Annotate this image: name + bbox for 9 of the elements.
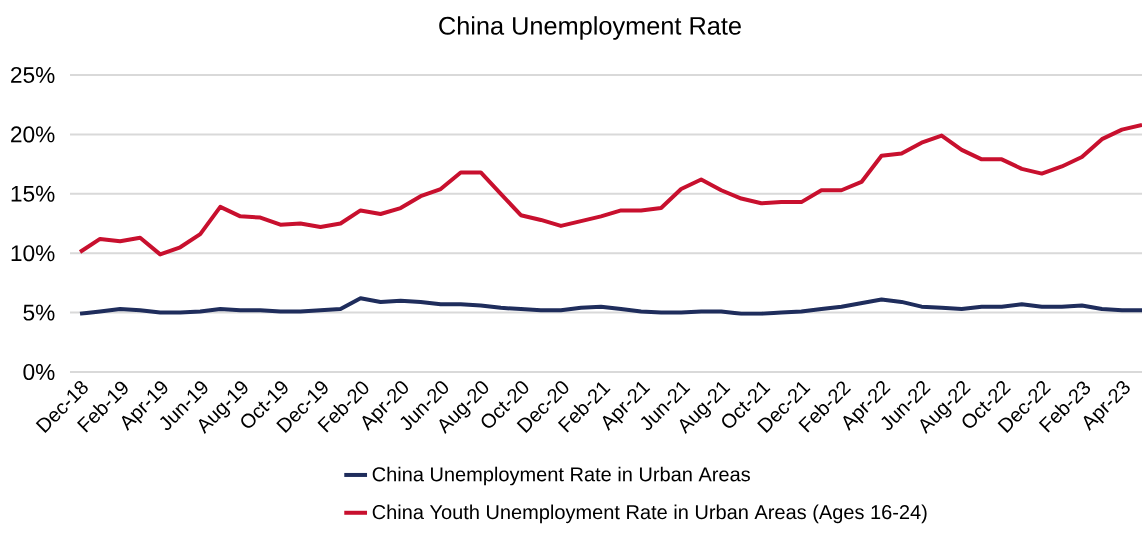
y-tick-label: 15% — [11, 185, 55, 202]
y-tick-label: 0% — [23, 363, 55, 381]
y-tick-label: 5% — [23, 304, 55, 321]
y-tick-label: 25% — [11, 66, 55, 84]
y-tick-label: 10% — [11, 245, 55, 262]
legend-label: China Unemployment Rate in Urban Areas — [372, 466, 750, 486]
legend-label: China Youth Unemployment Rate in Urban Areas (Ages 16-24) — [372, 504, 927, 524]
chart-title: China Unemployment Rate — [439, 16, 741, 40]
y-tick-label: 20% — [11, 126, 55, 143]
